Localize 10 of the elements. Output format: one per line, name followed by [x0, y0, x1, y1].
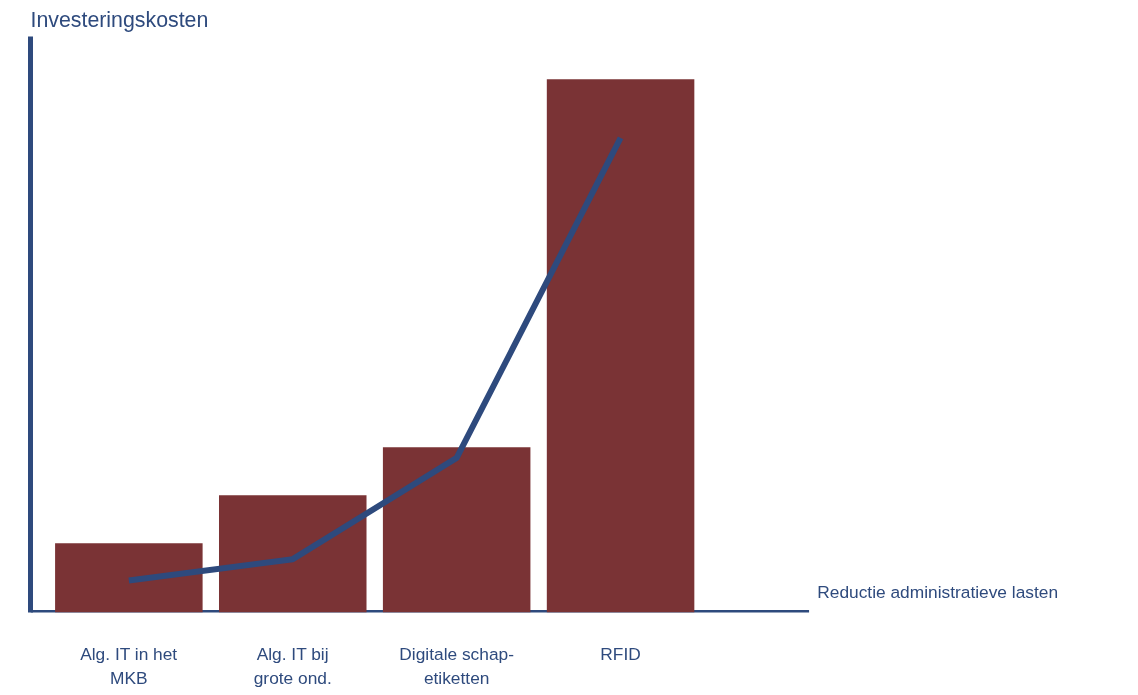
bar	[382, 447, 531, 613]
bar	[546, 79, 695, 613]
text: Reductie administratieve lasten	[817, 581, 1059, 602]
x-tick-label: RFID	[600, 643, 641, 664]
bar	[55, 543, 203, 613]
y-axis-title: Investeringskosten	[30, 7, 209, 32]
bar	[219, 495, 367, 613]
x-tick-label: Alg. IT bij grote ond.	[253, 643, 332, 688]
x-tick-label: Alg. IT in het MKB	[80, 643, 178, 688]
x-tick-label: Digitale schap-etiketten	[399, 643, 514, 688]
